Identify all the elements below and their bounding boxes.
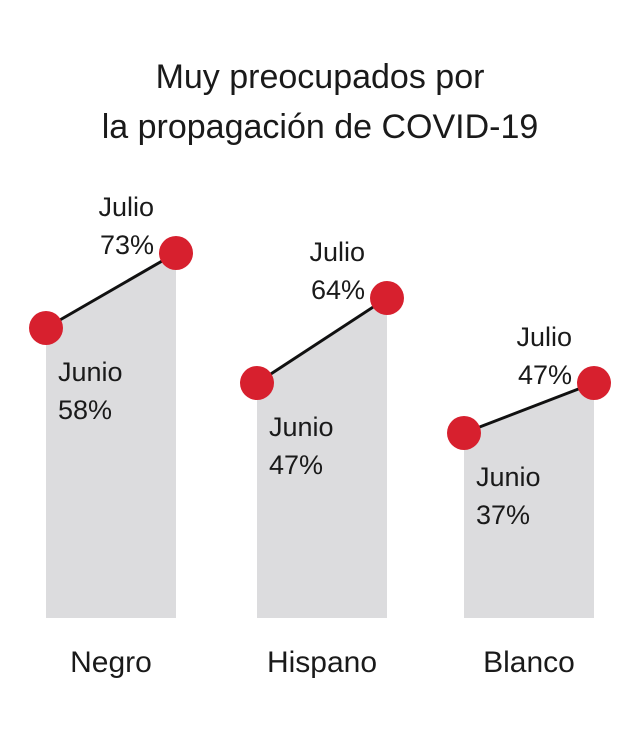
chart-title-line-1: Muy preocupados por xyxy=(156,58,485,96)
category-label-blanco: Blanco xyxy=(483,646,575,679)
category-label-hispano: Hispano xyxy=(267,646,377,679)
label-julio-value-negro: 73% xyxy=(100,230,154,260)
label-junio-period-hispano: Junio xyxy=(269,412,334,442)
group-negro: Julio 73% Junio 58% Negro xyxy=(29,192,193,679)
marker-julio-blanco xyxy=(577,366,611,400)
slope-line-hispano xyxy=(256,296,388,385)
label-julio-period-negro: Julio xyxy=(98,192,154,222)
marker-junio-negro xyxy=(29,311,63,345)
label-julio-value-blanco: 47% xyxy=(518,360,572,390)
chart-title-line-2: la propagación de COVID-19 xyxy=(102,108,539,146)
marker-junio-blanco xyxy=(447,416,481,450)
label-junio-value-negro: 58% xyxy=(58,395,112,425)
chart-groups: Julio 73% Junio 58% Negro Julio 64% Junio 47% His… xyxy=(29,192,611,679)
label-julio-value-hispano: 64% xyxy=(311,275,365,305)
label-julio-period-hispano: Julio xyxy=(309,237,365,267)
area-negro xyxy=(46,253,176,618)
label-junio-period-negro: Junio xyxy=(58,357,123,387)
slope-line-negro xyxy=(45,251,177,330)
slope-line-blanco xyxy=(463,381,595,435)
label-junio-value-blanco: 37% xyxy=(476,500,530,530)
area-blanco xyxy=(464,383,594,618)
category-label-negro: Negro xyxy=(70,646,152,679)
area-hispano xyxy=(257,298,387,618)
group-blanco: Julio 47% Junio 37% Blanco xyxy=(447,322,611,679)
group-hispano: Julio 64% Junio 47% Hispano xyxy=(240,237,404,679)
label-junio-period-blanco: Junio xyxy=(476,462,541,492)
label-junio-value-hispano: 47% xyxy=(269,450,323,480)
marker-julio-negro xyxy=(159,236,193,270)
marker-julio-hispano xyxy=(370,281,404,315)
label-julio-period-blanco: Julio xyxy=(516,322,572,352)
marker-junio-hispano xyxy=(240,366,274,400)
